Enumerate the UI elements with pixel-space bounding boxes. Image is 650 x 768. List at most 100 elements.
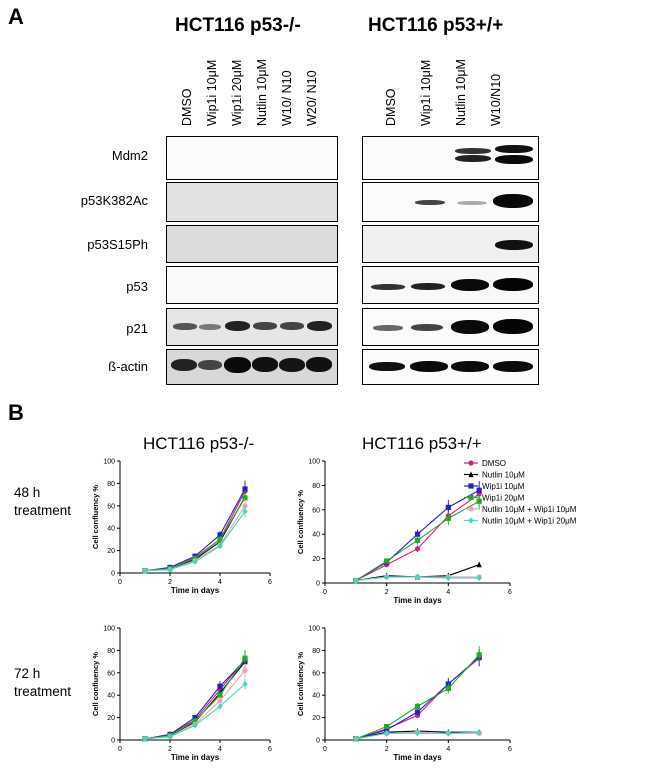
blot-p53-p53-wt <box>362 266 539 304</box>
growth-chart-p53-null-48h: 0 20 40 60 80 100 0 2 4 6 Time in days Cell conflue… <box>91 459 272 596</box>
lane-label: DMSO <box>384 88 398 127</box>
condition-label-72h: 72 h treatment <box>14 665 71 701</box>
data-point <box>384 573 390 580</box>
x-tick-label: 4 <box>218 746 222 753</box>
lane-label: Wip1i 10μM <box>419 59 433 126</box>
blot-title-p53-wt: HCT116 p53+/+ <box>368 15 504 36</box>
data-point <box>445 685 451 692</box>
y-tick-label: 20 <box>107 715 115 722</box>
growth-chart-p53-wt-48h: 0 20 40 60 80 100 0 2 4 6 Time in days Cell conflue… <box>296 459 512 606</box>
growth-chart-p53-wt-72h: 0 20 40 60 80 100 0 2 4 6 Time in days Cell conflue… <box>296 626 512 763</box>
x-tick-label: 6 <box>508 589 512 596</box>
x-tick-label: 4 <box>218 579 222 586</box>
data-point <box>217 536 223 542</box>
y-tick-label: 40 <box>312 693 320 700</box>
data-point <box>217 698 223 704</box>
x-tick-label: 6 <box>268 746 272 753</box>
y-tick-label: 60 <box>107 503 115 510</box>
y-tick-label: 20 <box>107 548 115 555</box>
data-point <box>476 498 482 504</box>
x-tick-label: 4 <box>446 746 450 753</box>
y-tick-label: 80 <box>312 483 320 490</box>
row-label-p53k382ac: p53K382Ac <box>80 193 148 208</box>
blot-p53-p53-null <box>166 266 338 304</box>
x-tick-label: 2 <box>168 746 172 753</box>
data-point <box>445 730 451 737</box>
x-axis-label: Time in days <box>393 596 442 605</box>
chart-column-title-p53-wt: HCT116 p53+/+ <box>362 434 482 453</box>
data-point <box>476 561 482 568</box>
y-tick-label: 60 <box>312 507 320 514</box>
condition-label-line: 72 h <box>14 666 41 681</box>
x-tick-label: 2 <box>168 579 172 586</box>
data-point <box>142 735 148 742</box>
y-tick-label: 0 <box>316 738 320 745</box>
y-tick-label: 60 <box>107 670 115 677</box>
y-tick-label: 40 <box>107 693 115 700</box>
data-point <box>414 730 421 737</box>
lane-label: DMSO <box>180 88 194 127</box>
data-point <box>217 532 223 538</box>
y-tick-label: 80 <box>312 648 320 655</box>
y-tick-label: 40 <box>107 526 115 533</box>
legend-swatch-marker <box>468 494 474 501</box>
data-point <box>414 573 421 580</box>
blot-p53k382ac-p53-wt <box>362 182 539 222</box>
blot-p53s15ph-p53-wt <box>362 225 539 263</box>
legend-label: Wip1i 10μM <box>482 482 525 491</box>
row-label-p53: p53 <box>126 279 148 294</box>
x-tick-label: 0 <box>118 579 122 586</box>
data-point <box>384 723 390 730</box>
data-point <box>414 537 421 543</box>
blot-p53s15ph-p53-null <box>166 225 338 263</box>
data-point <box>445 504 451 510</box>
y-tick-label: 20 <box>312 556 320 563</box>
x-axis-label: Time in days <box>393 753 442 762</box>
legend-label: Wip1i 20μM <box>482 494 525 503</box>
row-label-beta-actin: ß-actin <box>108 359 148 374</box>
x-axis-label: Time in days <box>171 753 220 762</box>
legend-label: Nutlin 10μM + Wip1i 20μM <box>482 517 577 526</box>
data-point <box>414 546 421 552</box>
lane-label: Wip1i 20μM <box>230 59 244 126</box>
y-tick-label: 80 <box>107 481 115 488</box>
data-point <box>242 495 248 501</box>
x-tick-label: 4 <box>446 589 450 596</box>
blot-beta-actin-p53-null <box>166 349 338 385</box>
data-point <box>242 667 248 674</box>
data-point <box>414 709 421 715</box>
lane-label: Wip1i 10μM <box>205 59 219 126</box>
panel-a-letter: A <box>8 4 24 29</box>
series-line <box>355 656 480 740</box>
data-point <box>242 486 248 492</box>
legend-swatch-marker <box>468 506 474 512</box>
blot-beta-actin-p53-wt <box>362 349 539 385</box>
y-tick-label: 0 <box>111 738 115 745</box>
blot-p21-p53-wt <box>362 308 539 346</box>
x-axis-label: Time in days <box>171 586 220 595</box>
series-line <box>355 657 480 740</box>
blot-p21-p53-null <box>166 308 338 346</box>
condition-label-line: 48 h <box>14 485 41 500</box>
y-tick-label: 40 <box>312 532 320 539</box>
lane-label: W10/N10 <box>489 73 503 126</box>
legend-swatch-marker <box>468 460 474 466</box>
data-point <box>192 722 198 729</box>
y-axis-label: Cell confluency % <box>296 652 305 717</box>
condition-label-48h: 48 h treatment <box>14 484 71 520</box>
legend-label: Nutlin 10μM + Wip1i 10μM <box>482 505 577 514</box>
panel-b-letter: B <box>8 400 24 425</box>
data-point <box>242 680 248 688</box>
data-point <box>476 487 482 493</box>
data-point <box>242 655 248 661</box>
data-point <box>192 718 198 724</box>
data-point <box>476 652 482 658</box>
data-point <box>384 727 390 733</box>
y-axis-label: Cell confluency % <box>91 652 100 717</box>
y-tick-label: 0 <box>111 571 115 578</box>
lane-label: Nutlin 10μM <box>454 59 468 126</box>
y-tick-label: 60 <box>312 670 320 677</box>
growth-chart-p53-null-72h: 0 20 40 60 80 100 0 2 4 6 Time in days Cell conflue… <box>91 626 272 763</box>
y-tick-label: 0 <box>316 581 320 588</box>
y-axis-label: Cell confluency % <box>296 490 305 555</box>
